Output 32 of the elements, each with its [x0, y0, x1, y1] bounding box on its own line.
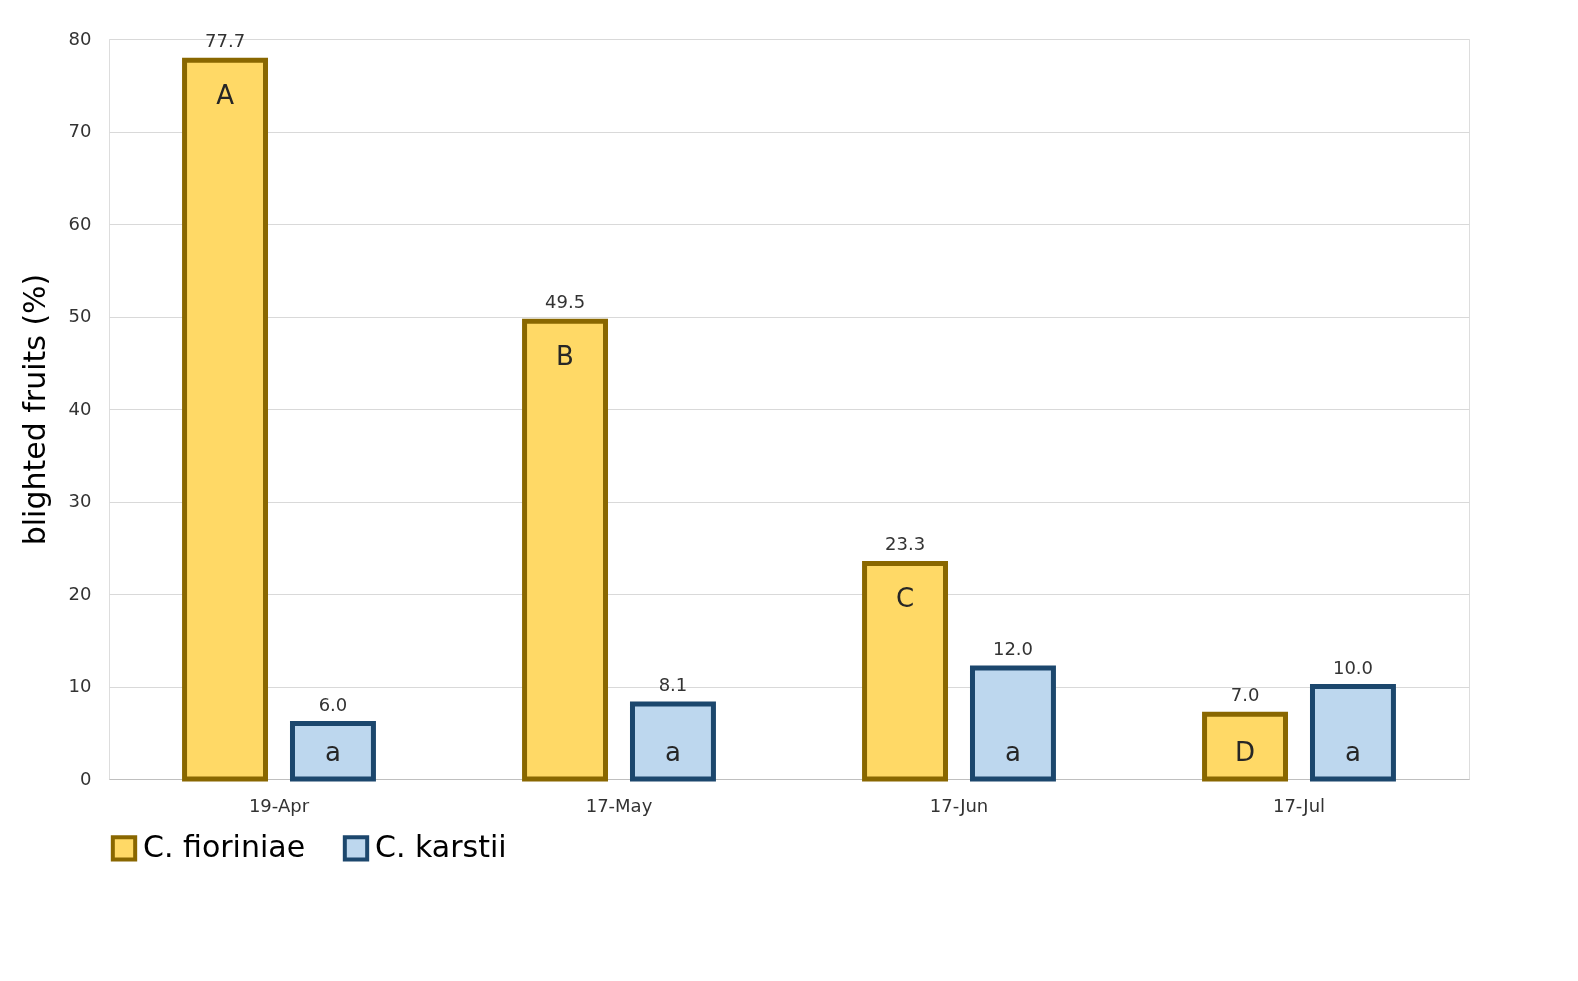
y-tick-label: 10	[68, 675, 92, 696]
y-tick-label: 0	[80, 767, 92, 789]
annotation: B	[556, 341, 574, 372]
x-tick-label: 17-May	[585, 794, 653, 816]
annotation: D	[1235, 737, 1256, 767]
annotation: A	[216, 80, 235, 111]
y-tick-label: 40	[68, 397, 92, 419]
y-tick-label: 70	[68, 120, 92, 141]
y-tick-label: 20	[68, 582, 92, 604]
data-label: 12.0	[992, 638, 1034, 659]
annotation: a	[1345, 737, 1361, 767]
data-label: 8.1	[658, 674, 688, 696]
annotation: a	[1005, 737, 1021, 767]
annotation: a	[325, 737, 341, 767]
data-label: 6.0	[318, 693, 348, 715]
data-label: 23.3	[884, 533, 926, 555]
legend-label: C. karstii	[375, 829, 507, 865]
y-tick-label: 50	[68, 305, 92, 326]
data-label: 49.5	[544, 291, 586, 313]
annotation: a	[665, 737, 681, 767]
x-tick-label: 19-Apr	[248, 794, 310, 816]
y-axis-title: blighted fruits (%)	[16, 273, 52, 546]
y-tick-label: 80	[68, 27, 92, 49]
legend-label: C. fioriniae	[143, 829, 306, 865]
data-label: 10.0	[1332, 656, 1374, 678]
data-label: 77.7	[204, 30, 246, 52]
data-label: 7.0	[1230, 684, 1260, 706]
x-tick-label: 17-Jul	[1272, 794, 1326, 816]
y-tick-label: 60	[68, 212, 92, 234]
x-tick-label: 17-Jun	[929, 794, 989, 816]
y-tick-label: 30	[68, 490, 92, 511]
annotation: C	[895, 583, 915, 614]
